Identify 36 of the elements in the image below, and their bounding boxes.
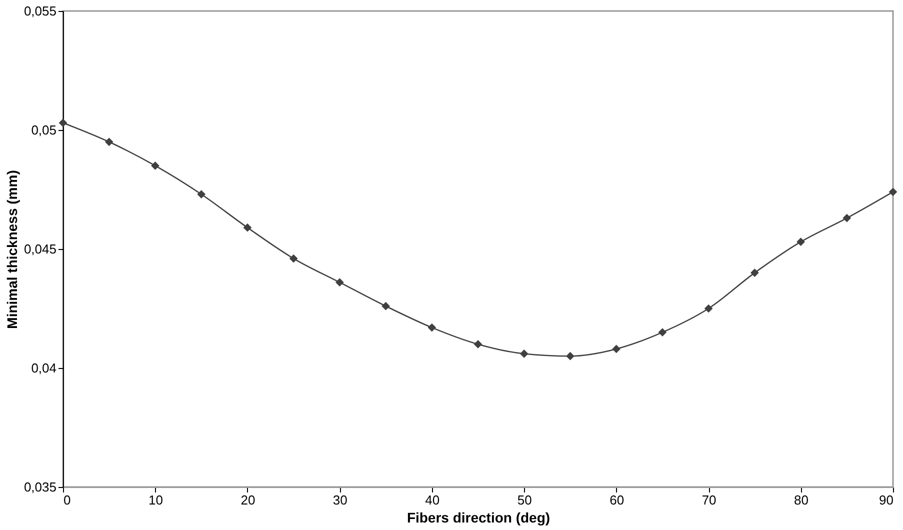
y-axis-title: Minimal thickness (mm) <box>4 170 20 329</box>
x-tick-label: 0 <box>64 492 71 508</box>
point <box>428 323 436 332</box>
point <box>796 238 805 246</box>
point <box>151 162 160 170</box>
point <box>842 214 852 222</box>
point <box>474 340 482 348</box>
x-tick-label: 80 <box>794 492 809 508</box>
x-tick-label: 60 <box>610 492 624 508</box>
y-tick-label: 0,045 <box>24 242 56 256</box>
point <box>104 138 114 146</box>
point <box>197 190 206 198</box>
y-tick-label: 0,035 <box>24 480 56 494</box>
point <box>612 344 621 354</box>
y-tick-label: 0,04 <box>31 360 56 376</box>
x-tick-label: 40 <box>425 492 440 508</box>
point <box>520 350 528 358</box>
x-axis-title: Fibers direction (deg) <box>406 510 550 526</box>
x-tick-label: 50 <box>517 492 532 508</box>
x-tick-label: 30 <box>332 492 348 508</box>
point <box>704 304 713 313</box>
y-tick-label: 0,05 <box>31 122 56 138</box>
point <box>888 188 898 196</box>
y-tick-label: 0,055 <box>24 4 56 18</box>
point <box>335 278 344 287</box>
x-tick-label: 70 <box>702 492 716 508</box>
point <box>243 223 252 232</box>
point <box>58 118 68 128</box>
x-tick-label: 20 <box>240 492 256 508</box>
x-tick-label: 90 <box>879 492 894 508</box>
x-tick-label: 10 <box>148 492 163 508</box>
point <box>658 328 667 336</box>
point <box>289 254 298 263</box>
point <box>750 268 759 277</box>
point <box>382 302 390 310</box>
point <box>566 352 574 360</box>
